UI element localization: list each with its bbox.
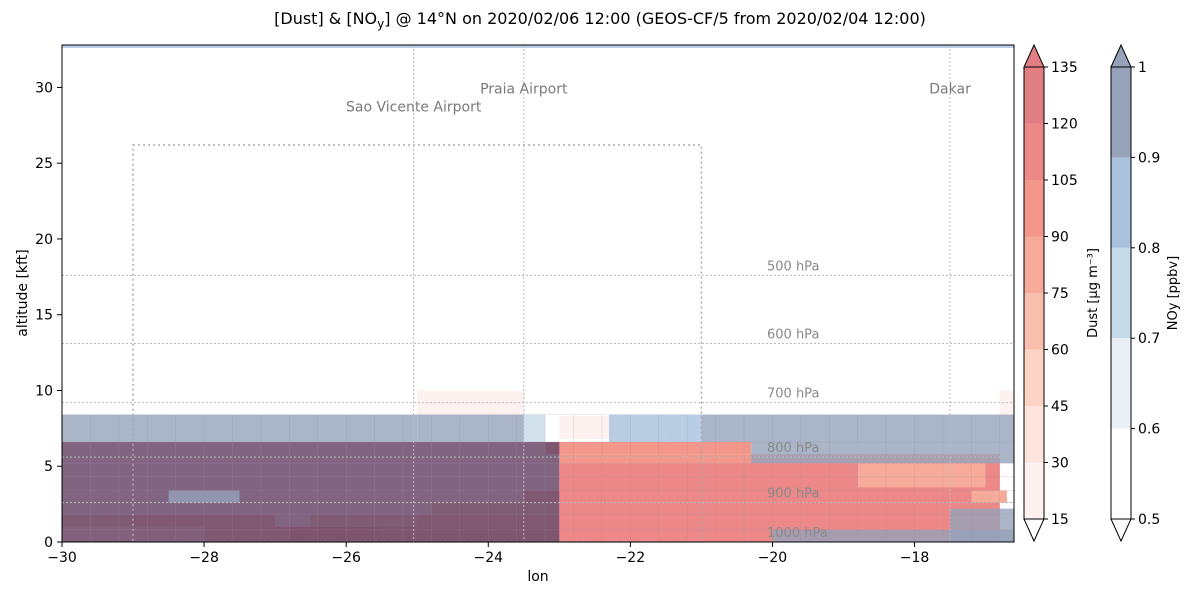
x-tick-label: −26 [331,550,361,566]
dust-cell [417,390,524,417]
colorbar-tick-label: 60 [1051,343,1069,359]
colorbar-segment [1024,406,1044,463]
noy-cell [204,414,418,442]
pressure-levels: 500 hPa 600 hPa 700 hPa 800 hPa 900 hPa 1000 … [62,259,1014,541]
x-tick-label: −30 [47,550,77,566]
colorbar-tick-label: 15 [1051,512,1069,528]
noy-cell [523,414,546,442]
dust-colorbar-label: Dust [μg m⁻³] [1086,248,1101,338]
pressure-label: 1000 hPa [767,526,828,541]
dust-cell [999,390,1014,417]
colorbar-extend-max [1110,43,1132,68]
colorbar-segment [1111,67,1131,158]
colorbar-tick-label: 0.9 [1138,150,1160,166]
dust-cell [857,463,986,488]
colorbar-tick-label: 105 [1051,173,1078,189]
noy-cell [62,414,98,442]
noy-colorbar: 0.5 0.6 0.7 0.8 0.9 1 [1110,43,1160,543]
noy-cell [417,414,524,442]
x-tick-label: −24 [473,550,503,566]
y-tick-label: 10 [35,383,53,399]
plot-frame [61,44,1015,543]
dust-colorbar: 15 30 45 60 75 90 105 120 135 [1023,43,1078,543]
region-box [132,144,703,543]
x-tick-label: −22 [616,550,646,566]
colorbar-segment [1024,293,1044,350]
y-tick-label: 5 [44,459,53,475]
noy-cell [609,414,666,442]
colorbar-segment [1024,236,1044,293]
y-tick-label: 25 [35,156,53,172]
colorbar-frame [1110,66,1132,520]
x-tick-label: −20 [758,550,788,566]
colorbar-segment [1111,338,1131,429]
noy-cell [665,414,702,442]
x-axis-label: lon [527,569,548,585]
x-axis: −30 −28 −26 −24 −22 −20 −18 [47,542,929,566]
plot-area: 500 hPa 600 hPa 700 hPa 800 hPa 900 hPa 1000 … [61,44,1015,543]
colorbar-tick-label: 0.8 [1138,241,1160,257]
y-axis: 0 5 10 15 20 25 30 [35,80,62,551]
location-label: Sao Vicente Airport [346,100,482,116]
colorbar-tick-label: 0.7 [1138,331,1160,347]
colorbar-tick-label: 75 [1051,286,1069,302]
colorbar-extend-min [1110,518,1132,543]
colorbar-extend-max [1023,43,1045,68]
chart-title: [Dust] & [NOy] @ 14°N on 2020/02/06 12:0… [274,9,926,31]
x-tick-label: −28 [189,550,219,566]
noy-colorbar-label: NOy [ppbv] [1166,256,1181,330]
dust-cell [971,490,1007,503]
colorbar-segment [1024,462,1044,519]
noy-cell [62,45,1014,49]
noy-cell [772,529,1014,542]
noy-cell [97,414,205,442]
location-label: Praia Airport [480,81,568,97]
pressure-label: 500 hPa [767,259,819,274]
pressure-label: 800 hPa [767,441,819,456]
colorbar-tick-label: 0.5 [1138,512,1160,528]
colorbar-tick-label: 0.6 [1138,422,1160,438]
noy-cell [62,441,560,542]
colorbar-tick-label: 90 [1051,230,1069,246]
y-tick-label: 0 [44,535,53,551]
colorbar-segment [1024,123,1044,180]
colorbar-tick-label: 45 [1051,399,1069,415]
location-markers: Sao Vicente Airport Praia Airport Dakar [346,45,971,542]
colorbar-segment [1111,157,1131,248]
colorbar-segment [1024,67,1044,124]
noy-cell [857,441,1014,464]
x-tick-label: −18 [900,550,930,566]
noy-cell [751,441,858,464]
y-tick-label: 15 [35,308,53,324]
colorbar-tick-label: 30 [1051,456,1069,472]
colorbar-tick-label: 135 [1051,60,1078,76]
noy-layer [62,45,1014,542]
colorbar-tick-label: 1 [1138,60,1147,76]
pressure-label: 900 hPa [767,487,819,502]
colorbar-segment [1024,349,1044,406]
pressure-label: 700 hPa [767,387,819,402]
colorbar-segment [1111,428,1131,519]
colorbar-extend-min [1023,518,1045,543]
pressure-label: 600 hPa [767,328,819,343]
y-axis-label: altitude [kft] [15,249,31,336]
y-tick-label: 20 [35,232,53,248]
colorbar-segment [1024,180,1044,237]
colorbar-tick-label: 120 [1051,117,1078,133]
dust-cell [545,441,752,455]
location-label: Dakar [929,81,971,97]
colorbar-segment [1111,247,1131,339]
y-tick-label: 30 [35,80,53,96]
